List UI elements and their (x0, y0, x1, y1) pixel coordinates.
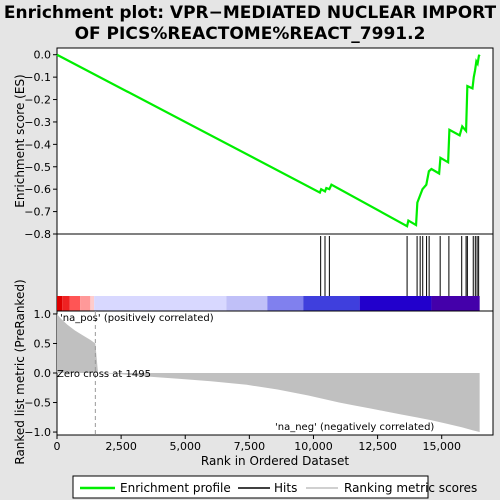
metric-y-tick-label: −1.0 (24, 426, 51, 439)
metric-x-axis: 0 2,500 5,000 7,500 10,000 12,500 15,000 (54, 435, 461, 453)
negative-correlation-label: 'na_neg' (negatively correlated) (275, 422, 434, 433)
x-axis-label: Rank in Ordered Dataset (201, 454, 349, 468)
heatmap-segment (57, 296, 63, 311)
es-y-axis: 0.0 −0.1 −0.2 −0.3 −0.4 −0.5 −0.6 −0.7 −0.8 (24, 49, 57, 241)
heatmap-segment (431, 296, 480, 311)
es-y-tick-label: −0.2 (24, 94, 51, 107)
legend-enrichment-label: Enrichment profile (120, 481, 231, 495)
x-tick-label: 15,000 (422, 440, 461, 453)
heatmap-segment (94, 296, 227, 311)
heatmap-segment (359, 296, 432, 311)
rank-heatmap-bar (57, 296, 480, 311)
es-y-tick-label: −0.1 (24, 71, 51, 84)
es-y-tick-label: −0.4 (24, 138, 51, 151)
x-tick-label: 0 (54, 440, 61, 453)
x-tick-label: 7,500 (234, 440, 266, 453)
x-tick-label: 5,000 (169, 440, 201, 453)
chart-title-line2: OF PICS%REACTOME%REACT_7991.2 (75, 24, 426, 44)
x-tick-label: 2,500 (105, 440, 137, 453)
metric-y-tick-label: 0.5 (34, 337, 52, 350)
metric-y-tick-label: −0.5 (24, 397, 51, 410)
es-y-axis-label: Enrichment score (ES) (13, 74, 27, 207)
heatmap-segment (69, 296, 81, 311)
heatmap-segment (90, 296, 95, 311)
heatmap-segment (80, 296, 91, 311)
metric-y-tick-label: 1.0 (34, 308, 52, 321)
positive-correlation-label: 'na_pos' (positively correlated) (60, 313, 214, 324)
x-tick-label: 10,000 (294, 440, 333, 453)
chart-title-line1: Enrichment plot: VPR−MEDIATED NUCLEAR IM… (4, 3, 497, 23)
es-y-tick-label: −0.6 (24, 183, 51, 196)
es-y-tick-label: −0.5 (24, 161, 51, 174)
es-profile-line (56, 53, 481, 228)
es-y-tick-label: −0.8 (24, 228, 51, 241)
legend-box (72, 475, 429, 499)
x-tick-label: 12,500 (358, 440, 397, 453)
metric-y-tick-label: 0.0 (34, 367, 52, 380)
es-y-tick-label: 0.0 (34, 49, 52, 62)
es-y-tick-label: −0.3 (24, 116, 51, 129)
heatmap-segment (226, 296, 268, 311)
ranking-metric-area (57, 313, 480, 433)
es-panel (56, 47, 494, 235)
legend-hits-label: Hits (274, 481, 297, 495)
heatmap-segment (62, 296, 70, 311)
zero-cross-label: Zero cross at 1495 (57, 369, 151, 380)
metric-y-axis-label: Ranked list metric (PreRanked) (13, 279, 27, 464)
es-y-tick-label: −0.7 (24, 206, 51, 219)
metric-y-axis: 1.0 0.5 0.0 −0.5 −1.0 (24, 308, 57, 439)
legend-metric-label: Ranking metric scores (344, 481, 477, 495)
hits-marks (320, 236, 480, 296)
heatmap-segment (267, 296, 304, 311)
heatmap-segment (303, 296, 360, 311)
